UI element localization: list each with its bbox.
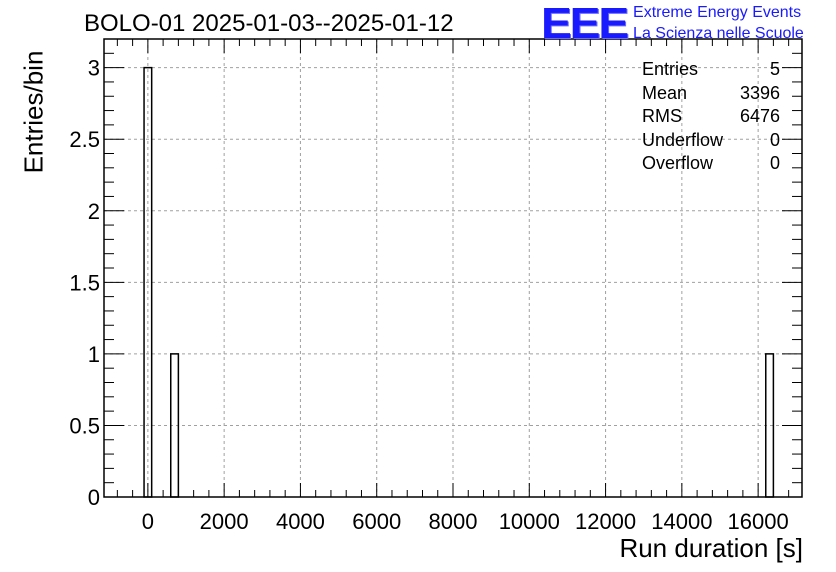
x-axis-label: Run duration [s] [619, 533, 803, 563]
stat-row-underflow: Underflow 0 [642, 129, 780, 153]
stat-row-rms: RMS 6476 [642, 105, 780, 129]
stat-value: 0 [769, 153, 780, 173]
x-tick-label: 6000 [352, 509, 401, 534]
eee-logo-text: Extreme Energy Events La Scienza nelle S… [633, 2, 804, 44]
grid-lines [104, 39, 802, 497]
stats-box: Entries 5 Mean 3396 RMS 6476 Underflow 0… [642, 58, 780, 176]
axis-ticks [104, 38, 802, 498]
logo-line-2: La Scienza nelle Scuole [633, 25, 804, 42]
y-tick-label: 1.5 [69, 270, 100, 295]
x-tick-label: 4000 [276, 509, 325, 534]
stat-value: 3396 [739, 82, 780, 103]
y-tick-label: 2.5 [69, 127, 100, 152]
y-tick-label: 0.5 [69, 413, 100, 438]
eee-logo-mark: EEE [540, 0, 629, 48]
stat-label: Overflow [642, 153, 714, 173]
stat-label: Entries [642, 59, 699, 79]
stat-row-entries: Entries 5 [642, 58, 780, 82]
x-tick-label: 8000 [429, 509, 478, 534]
x-tick-label: 0 [142, 509, 154, 534]
stat-label: Mean [642, 82, 688, 103]
stat-label: Underflow [642, 129, 724, 150]
x-tick-label: 2000 [200, 509, 249, 534]
stat-row-overflow: Overflow 0 [642, 152, 780, 176]
x-tick-label: 14000 [651, 509, 712, 534]
x-tick-label: 10000 [499, 509, 560, 534]
chart-title: BOLO-01 2025-01-03--2025-01-12 [84, 10, 454, 37]
stat-value: 6476 [739, 106, 780, 126]
stat-value: 5 [769, 59, 780, 79]
y-tick-label: 1 [88, 342, 100, 367]
stat-value: 0 [769, 129, 780, 150]
stat-row-mean: Mean 3396 [642, 82, 780, 106]
logo-line-1: Extreme Energy Events [633, 4, 802, 21]
y-axis-label: Entries/bin [18, 50, 49, 174]
stat-label: RMS [642, 106, 682, 126]
x-tick-label: 12000 [575, 509, 636, 534]
y-tick-label: 2 [88, 199, 100, 224]
eee-logo: EEE Extreme Energy Events La Scienza nel… [540, 0, 804, 48]
tick-labels: 0 2000 4000 6000 8000 10000 12000 14000 16000 0 0.… [69, 56, 788, 534]
y-tick-label: 0 [88, 485, 100, 510]
y-tick-label: 3 [88, 56, 100, 81]
x-tick-label: 16000 [728, 509, 789, 534]
